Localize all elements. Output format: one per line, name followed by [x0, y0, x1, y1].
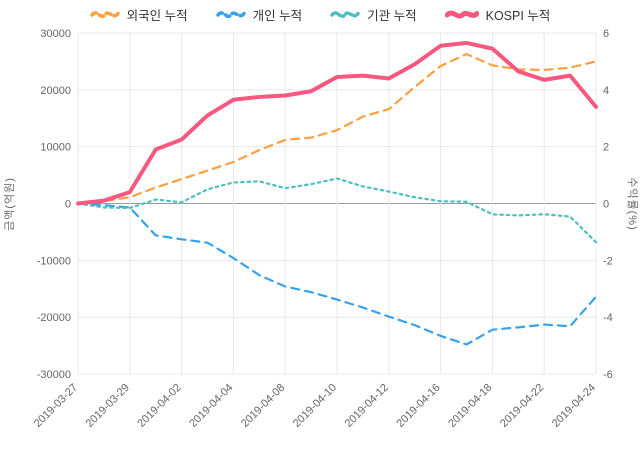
legend-label-foreigner: 외국인 누적: [126, 9, 188, 23]
left-axis-title: 금액(억원): [3, 177, 16, 231]
svg-text:-4: -4: [603, 312, 613, 324]
legend-item-kospi[interactable]: KOSPI 누적: [444, 5, 551, 24]
svg-text:2019-04-24: 2019-04-24: [550, 382, 598, 430]
svg-text:2019-04-02: 2019-04-02: [135, 382, 183, 430]
svg-text:2019-04-08: 2019-04-08: [239, 382, 287, 430]
svg-text:2019-04-04: 2019-04-04: [187, 382, 235, 430]
legend-item-individual[interactable]: 개인 누적: [215, 5, 303, 24]
svg-text:2019-04-10: 2019-04-10: [291, 382, 339, 430]
svg-text:-6: -6: [603, 369, 613, 381]
legend-label-institution: 기관 누적: [367, 9, 417, 23]
svg-text:-30000: -30000: [37, 369, 71, 381]
svg-text:-10000: -10000: [37, 255, 71, 267]
svg-text:20000: 20000: [40, 85, 71, 97]
legend-marker-individual-icon: [215, 11, 246, 19]
legend-label-individual: 개인 누적: [252, 9, 303, 23]
svg-text:2019-04-12: 2019-04-12: [343, 382, 391, 430]
svg-text:2019-04-22: 2019-04-22: [498, 382, 546, 430]
svg-text:4: 4: [603, 85, 609, 97]
legend-item-institution[interactable]: 기관 누적: [330, 5, 417, 24]
svg-text:10000: 10000: [40, 142, 71, 154]
legend-item-foreigner[interactable]: 외국인 누적: [89, 5, 188, 24]
svg-text:2019-03-27: 2019-03-27: [32, 382, 80, 430]
svg-text:-20000: -20000: [37, 312, 71, 324]
svg-text:30000: 30000: [40, 28, 71, 40]
legend-marker-kospi-icon: [444, 10, 479, 19]
svg-text:2019-04-18: 2019-04-18: [446, 382, 494, 430]
legend-marker-foreigner-icon: [89, 11, 120, 19]
svg-text:6: 6: [603, 28, 609, 40]
svg-text:2019-03-29: 2019-03-29: [84, 382, 132, 430]
svg-text:-2: -2: [603, 255, 613, 267]
svg-text:2: 2: [603, 142, 609, 154]
chart-legend: 외국인 누적 개인 누적 기관 누적 KOSPI 누적: [0, 5, 640, 24]
svg-text:0: 0: [65, 199, 71, 211]
right-axis-title: 수익률(%): [626, 177, 639, 230]
legend-marker-institution-icon: [330, 11, 360, 19]
legend-label-kospi: KOSPI 누적: [485, 9, 551, 23]
svg-text:0: 0: [603, 199, 609, 211]
svg-text:2019-04-16: 2019-04-16: [394, 382, 442, 430]
